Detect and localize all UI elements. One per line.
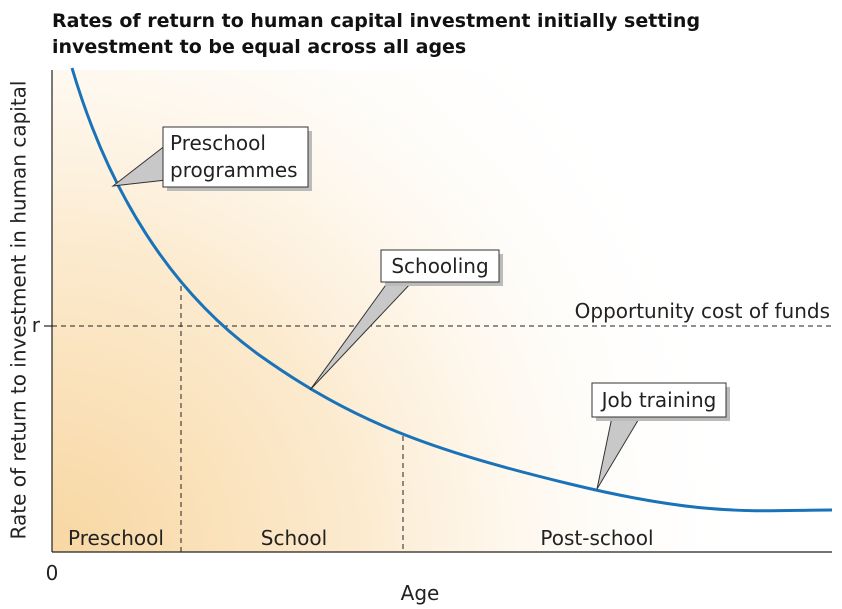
region-label: School [261, 526, 327, 550]
return-curve [70, 67, 833, 513]
callout-text: Preschool [170, 131, 266, 155]
callout-text: programmes [170, 158, 298, 182]
reference-label: Opportunity cost of funds [575, 299, 830, 323]
origin-label: 0 [46, 561, 59, 585]
callout-box [162, 126, 309, 188]
callout-box [380, 249, 500, 283]
region-label: Post-school [540, 526, 653, 550]
region-label: Preschool [68, 526, 164, 550]
y-axis-label: Rate of return to investment in human ca… [7, 81, 31, 540]
callout-box [591, 382, 727, 418]
title-line: Rates of return to human capital investm… [52, 10, 700, 32]
title-line: investment to be equal across all ages [52, 36, 466, 58]
callout-text: Job training [600, 388, 717, 412]
callout-text: Schooling [391, 254, 488, 278]
x-axis-label: Age [401, 581, 440, 605]
r-label: r [32, 313, 41, 337]
